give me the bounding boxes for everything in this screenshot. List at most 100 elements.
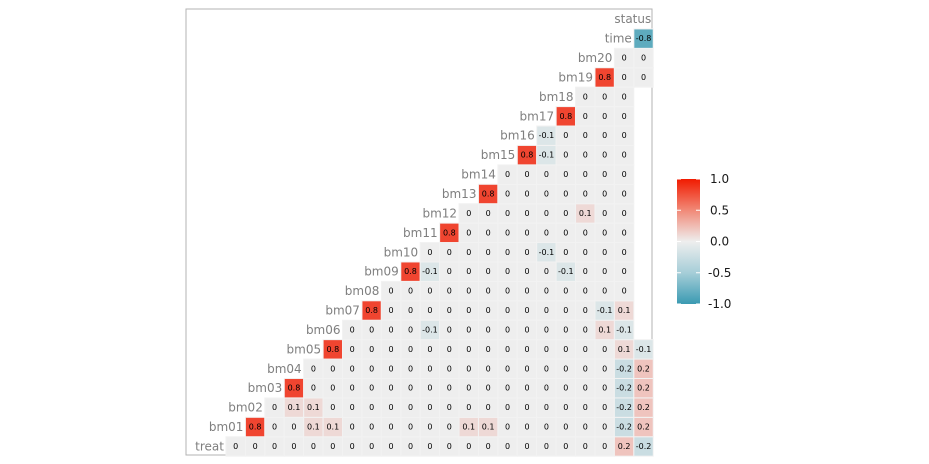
cell-value-label: 0.1	[618, 306, 631, 315]
cell-value-label: 0	[427, 384, 432, 393]
cell-value-label: 0	[330, 403, 335, 412]
cell-value-label: 0.2	[637, 403, 650, 412]
cell-value-label: -0.1	[616, 325, 632, 334]
cell-value-label: 0	[369, 364, 374, 373]
cell-value-label: 0	[447, 345, 452, 354]
variable-label-time: time	[605, 32, 632, 46]
cell-value-label: 0	[583, 287, 588, 296]
cell-value-label: 0	[583, 423, 588, 432]
cell-value-label: 0	[544, 325, 549, 334]
cell-value-label: 0	[544, 189, 549, 198]
cell-value-label: 0	[602, 287, 607, 296]
cell-value-label: 0	[505, 364, 510, 373]
cell-value-label: 0	[563, 403, 568, 412]
variable-label-bm10: bm10	[384, 245, 419, 259]
cell-value-label: 0	[505, 209, 510, 218]
cell-value-label: 0	[408, 384, 413, 393]
cell-value-label: 0.2	[618, 442, 631, 451]
variable-label-bm11: bm11	[403, 226, 438, 240]
cell-value-label: 0	[602, 189, 607, 198]
cell-value-label: 0	[466, 267, 471, 276]
cell-value-label: 0	[311, 364, 316, 373]
cell-value-label: 0	[524, 403, 529, 412]
cell-value-label: 0	[466, 403, 471, 412]
cell-value-label: 0	[408, 442, 413, 451]
variable-label-status: status	[614, 12, 651, 26]
cell-value-label: 0	[602, 442, 607, 451]
cell-value-label: 0.2	[637, 364, 650, 373]
cell-value-label: 0.1	[579, 209, 592, 218]
cell-value-label: 0	[311, 384, 316, 393]
cell-value-label: 0	[602, 267, 607, 276]
cell-value-label: 0	[602, 112, 607, 121]
cell-value-label: -0.1	[422, 325, 438, 334]
cell-value-label: 0	[524, 267, 529, 276]
cell-value-label: 0	[291, 442, 296, 451]
cell-value-label: 0	[447, 267, 452, 276]
variable-labels: treat bm01 bm02 bm03 bm04 bm05 bm06 bm07 bm08 bm0…	[195, 12, 651, 453]
cell-value-label: 0	[641, 73, 646, 82]
cell-value-label: 0	[524, 306, 529, 315]
cell-value-label: 0	[602, 209, 607, 218]
cell-value-label: 0	[544, 384, 549, 393]
cell-value-label: 0	[524, 209, 529, 218]
cell-value-label: 0	[505, 189, 510, 198]
variable-label-bm01: bm01	[209, 420, 244, 434]
cell-value-label: 0.8	[482, 189, 495, 198]
cell-value-label: 0	[622, 151, 627, 160]
cell-value-label: -0.1	[539, 151, 555, 160]
cell-value-label: 0	[524, 384, 529, 393]
variable-label-bm17: bm17	[520, 109, 555, 123]
cell-value-label: 0	[583, 384, 588, 393]
cell-value-label: 0	[389, 423, 394, 432]
cell-value-label: 0	[466, 384, 471, 393]
colorbar-tick-label: 1.0	[710, 172, 729, 186]
cell-value-label: 0	[602, 92, 607, 101]
cell-value-label: 0	[427, 442, 432, 451]
cell-value-label: 0	[622, 54, 627, 63]
cell-value-label: 0	[311, 442, 316, 451]
cell-value-label: 0	[563, 287, 568, 296]
cell-value-label: 0	[622, 209, 627, 218]
cell-value-label: 0	[486, 384, 491, 393]
cell-value-label: 0	[602, 151, 607, 160]
cell-value-label: 0	[563, 345, 568, 354]
cell-value-label: 0	[369, 345, 374, 354]
cell-value-label: 0.8	[521, 151, 534, 160]
cell-value-label: 0	[505, 228, 510, 237]
cell-value-label: 0	[427, 345, 432, 354]
cell-value-label: 0	[408, 403, 413, 412]
cell-value-label: 0.8	[598, 73, 611, 82]
cell-value-label: 0	[563, 442, 568, 451]
colorbar-tick-label: -0.5	[708, 266, 731, 280]
variable-label-bm07: bm07	[325, 304, 360, 318]
cell-value-label: 0	[641, 54, 646, 63]
cell-value-label: 0	[389, 287, 394, 296]
cell-value-label: 0.8	[443, 228, 456, 237]
cell-value-label: 0	[486, 267, 491, 276]
cell-value-label: 0	[583, 306, 588, 315]
cell-value-label: 0	[408, 325, 413, 334]
cell-value-label: 0.1	[482, 423, 495, 432]
cell-value-label: -0.2	[616, 384, 632, 393]
cell-value-label: 0	[563, 248, 568, 257]
cell-value-label: 0	[622, 228, 627, 237]
colorbar-tick-label: -1.0	[708, 297, 731, 311]
cell-value-label: 0	[466, 228, 471, 237]
cell-value-label: 0	[466, 345, 471, 354]
cell-value-label: 0	[350, 442, 355, 451]
cell-value-label: 0	[466, 306, 471, 315]
cell-value-label: 0	[602, 131, 607, 140]
cell-value-label: 0	[583, 92, 588, 101]
cell-value-label: 0	[486, 345, 491, 354]
cell-value-label: 0.1	[598, 325, 611, 334]
cell-value-label: 0	[524, 189, 529, 198]
cell-value-label: 0	[291, 423, 296, 432]
cell-value-label: 0	[389, 306, 394, 315]
cell-value-label: 0	[389, 442, 394, 451]
cell-value-label: 0	[505, 403, 510, 412]
cell-value-label: 0	[447, 287, 452, 296]
cell-value-label: 0	[369, 403, 374, 412]
cell-value-label: 0	[583, 403, 588, 412]
cell-value-label: 0	[447, 248, 452, 257]
